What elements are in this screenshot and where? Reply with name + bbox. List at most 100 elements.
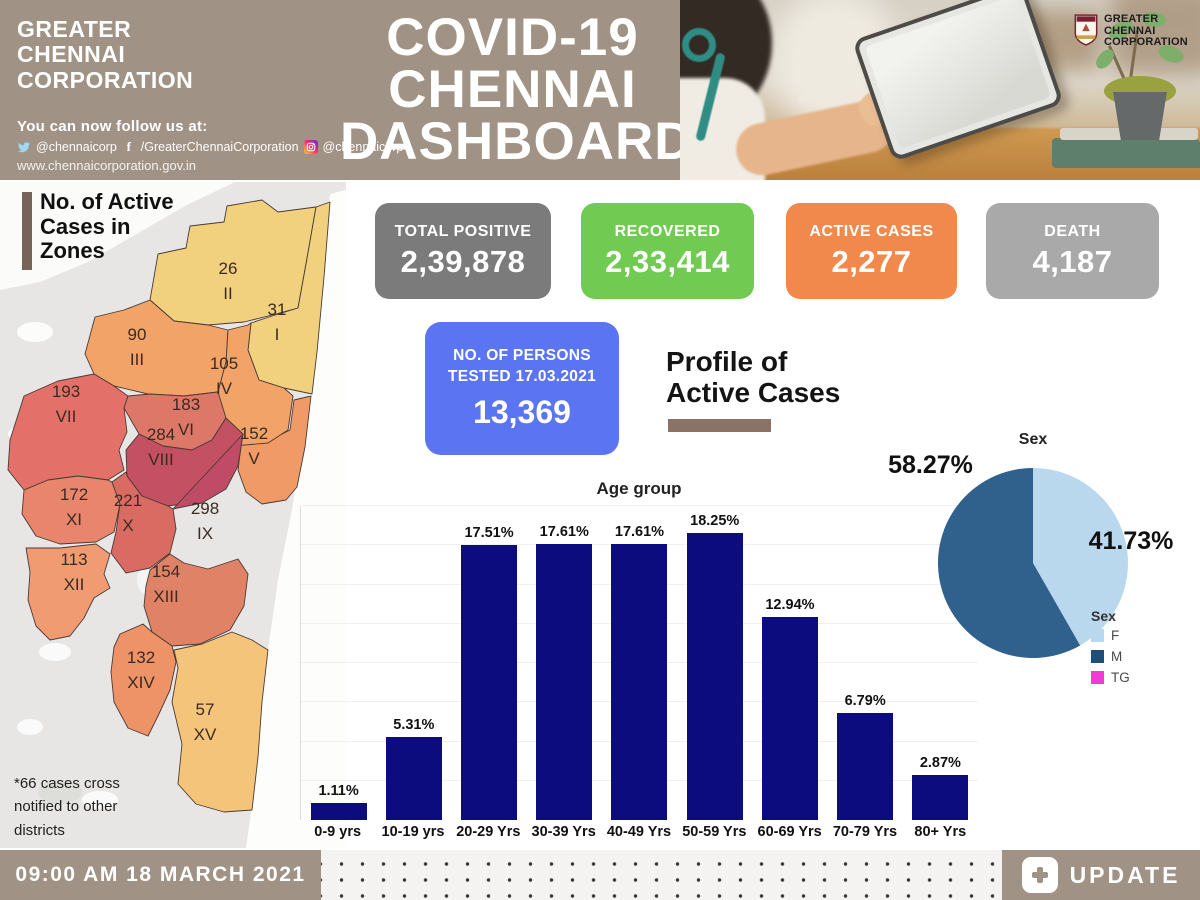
svg-text:VII: VII [56,407,77,426]
footer-dot-pattern [321,850,1002,900]
bar-20-29 Yrs: 17.51% [451,506,526,820]
update-plus-icon [1021,857,1058,893]
instagram-icon[interactable] [303,140,318,154]
gcc-crest-icon [1074,14,1098,46]
svg-text:V: V [248,449,260,468]
instagram-handle[interactable]: @chennaicorp [322,140,404,154]
svg-text:284: 284 [147,425,175,444]
svg-text:X: X [122,516,133,535]
legend-swatch-TG [1091,671,1104,684]
stat-label: TOTAL POSITIVE [394,222,532,240]
legend-swatch-F [1091,629,1104,642]
title-line1: COVID-19 [386,8,639,67]
gcc-logo-text: GREATER CHENNAI CORPORATION [1104,13,1188,49]
stethoscope-icon [682,28,716,62]
org-name: GREATER CHENNAI CORPORATION [17,16,194,93]
tested-label-line2: TESTED 17.03.2021 [447,368,597,385]
sex-pie-chart [938,468,1128,658]
stat-card-recovered: RECOVERED 2,33,414 [581,203,754,299]
title-line3: DASHBOARD [340,111,694,171]
website-link[interactable]: www.chennaicorporation.gov.in [17,158,196,173]
pie-slice-F [1033,468,1128,646]
svg-text:26: 26 [219,259,238,278]
photo-book [1052,138,1200,168]
twitter-icon[interactable] [17,140,31,154]
svg-text:II: II [223,284,232,303]
svg-text:IX: IX [197,524,213,543]
stat-value: 2,277 [831,243,912,279]
gcc-logo: GREATER CHENNAI CORPORATION [1073,13,1188,49]
svg-text:XIII: XIII [153,587,179,606]
legend-row-M: M [1091,649,1130,664]
facebook-icon[interactable]: f [126,139,131,154]
stat-card-death: DEATH 4,187 [986,203,1159,299]
svg-text:VIII: VIII [148,450,174,469]
org-name-line3: CORPORATION [17,66,194,93]
profile-heading-underline [668,419,771,432]
svg-text:IV: IV [216,379,233,398]
stat-label: ACTIVE CASES [809,222,934,240]
header-photo: GREATER CHENNAI CORPORATION [680,0,1200,180]
bar-category-label: 50-59 Yrs [682,824,747,840]
stat-value: 4,187 [1032,243,1113,279]
svg-text:152: 152 [240,424,268,443]
map-heading: No. of Active Cases in Zones [40,189,174,264]
tested-value: 13,369 [473,393,571,430]
twitter-handle[interactable]: @chennaicorp [36,140,117,154]
stat-value: 2,39,878 [400,243,526,279]
pie-slice-M [938,468,1081,658]
update-button-label: UPDATE [1069,861,1181,888]
bar-category-label: 30-39 Yrs [531,824,596,840]
bar-category-label: 20-29 Yrs [456,824,521,840]
follow-text: You can now follow us at: [17,118,208,135]
svg-text:221: 221 [114,491,142,510]
bar-category-label: 70-79 Yrs [832,824,898,840]
legend-row-TG: TG [1091,670,1130,685]
tested-label-line1: NO. OF PERSONS [453,347,591,365]
plant-pot [1113,92,1167,140]
legend-row-F: F [1091,628,1130,643]
legend-swatch-M [1091,650,1104,663]
persons-tested-card: NO. OF PERSONS TESTED 17.03.2021 13,369 [425,322,619,455]
page-title: COVID-19 CHENNAI DASHBOARD [340,8,694,171]
bar-60-69 Yrs: 12.94% [752,506,827,820]
header-left-panel: GREATER CHENNAI CORPORATION You can now … [0,0,693,180]
stat-card-active-cases: ACTIVE CASES 2,277 [786,203,957,299]
stat-label: RECOVERED [614,222,721,240]
stat-label: DEATH [1044,222,1101,240]
age-bar-categories: 0-9 yrs 10-19 yrs 20-29 Yrs 30-39 Yrs 40-49 … [300,824,978,840]
map-footnote: *66 cases cross notified to other distri… [14,775,120,839]
map-heading-accent-bar [22,192,32,270]
bar-category-label: 0-9 yrs [314,824,362,840]
org-name-line2: CHENNAI [17,41,126,68]
facebook-handle[interactable]: /GreaterChennaiCorporation [140,140,299,154]
bar-30-39 Yrs: 17.61% [527,506,602,820]
bar-category-label: 40-49 Yrs [606,824,672,840]
age-bar-plot: 1.11% 5.31% 17.51% 17.61% 17.61% 18.25% 12.94%… [300,505,978,820]
bar-40-49 Yrs: 17.61% [602,506,677,820]
social-follow-block: You can now follow us at: @chennaicorp f… [17,118,403,173]
bar-80+ Yrs: 2.87% [903,506,978,820]
bar-10-19 yrs: 5.31% [376,506,451,820]
svg-text:298: 298 [191,499,219,518]
svg-text:31: 31 [268,300,287,319]
bar-0-9 yrs: 1.11% [301,506,376,820]
pie-label-male: 58.27% [888,451,973,479]
update-button[interactable]: UPDATE [1002,850,1200,900]
svg-text:154: 154 [152,562,180,581]
org-name-line1: GREATER [17,16,132,42]
pie-legend: Sex F M TG [1091,608,1130,691]
header: GREATER CHENNAI CORPORATION You can now … [0,0,1200,180]
svg-text:XIV: XIV [127,673,155,692]
bar-50-59 Yrs: 18.25% [677,506,752,820]
svg-text:90: 90 [128,325,147,344]
svg-text:XI: XI [66,510,82,529]
stat-card-total-positive: TOTAL POSITIVE 2,39,878 [375,203,551,299]
profile-heading: Profile of Active Cases [666,346,841,409]
footer-timestamp: 09:00 AM 18 MARCH 2021 [0,850,321,900]
svg-text:VI: VI [178,420,194,439]
bar-chart-title: Age group [596,479,682,498]
svg-text:105: 105 [210,354,238,373]
pie-legend-title: Sex [1091,608,1116,624]
